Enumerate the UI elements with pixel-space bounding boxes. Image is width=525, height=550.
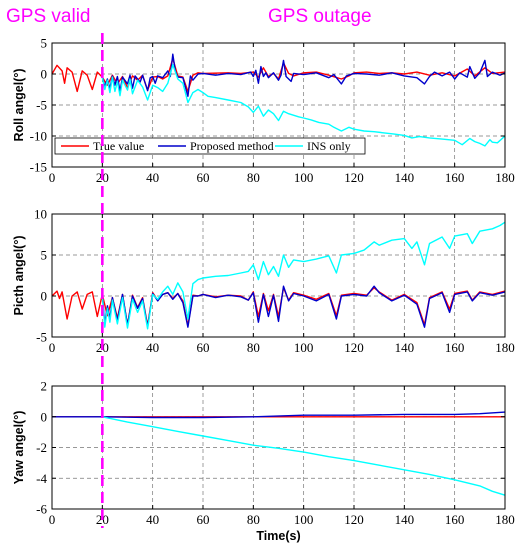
series-ins-only	[101, 64, 506, 147]
legend-label: INS only	[307, 139, 351, 153]
x-tick-label: 160	[445, 512, 465, 527]
x-tick-label: 180	[495, 170, 515, 185]
y-axis-label: Picth angel(°)	[12, 235, 26, 315]
x-tick-label: 40	[146, 512, 159, 527]
x-tick-label: 140	[395, 170, 415, 185]
x-tick-label: 0	[49, 340, 56, 355]
x-tick-label: 80	[247, 170, 260, 185]
x-tick-label: 160	[445, 340, 465, 355]
y-tick-label: -4	[36, 471, 47, 486]
x-tick-label: 80	[247, 512, 260, 527]
x-tick-label: 100	[294, 170, 314, 185]
y-tick-label: 0	[41, 67, 48, 82]
series-ins-only	[101, 221, 506, 330]
y-tick-label: -5	[36, 98, 47, 113]
x-tick-label: 180	[495, 340, 515, 355]
y-tick-label: 0	[41, 289, 48, 304]
x-tick-label: 100	[294, 340, 314, 355]
legend-label: True value	[93, 139, 144, 153]
series-proposed-method	[101, 53, 506, 97]
x-tick-label: 0	[49, 512, 56, 527]
x-tick-label: 120	[344, 170, 364, 185]
gps-outage-annotation: GPS outage	[268, 6, 372, 27]
y-tick-label: 5	[41, 248, 48, 263]
x-tick-label: 60	[197, 512, 210, 527]
x-tick-label: 140	[395, 512, 415, 527]
gps-valid-annotation: GPS valid	[6, 6, 91, 27]
y-tick-label: 0	[41, 409, 48, 424]
x-tick-label: 40	[146, 340, 159, 355]
x-tick-label: 120	[344, 340, 364, 355]
x-tick-label: 180	[495, 512, 515, 527]
x-tick-label: 60	[197, 170, 210, 185]
y-axis-label: Roll angel(°)	[12, 68, 26, 141]
x-tick-label: 40	[146, 170, 159, 185]
y-tick-label: -15	[30, 160, 47, 175]
legend-label: Proposed method	[190, 139, 274, 153]
x-tick-label: 80	[247, 340, 260, 355]
x-tick-label: 100	[294, 512, 314, 527]
y-tick-label: -10	[30, 129, 47, 144]
x-tick-label: 160	[445, 170, 465, 185]
legend: True value Proposed method INS only	[54, 137, 366, 155]
x-axis-label: Time(s)	[256, 529, 300, 543]
y-tick-label: -5	[36, 330, 47, 345]
legend-box	[54, 137, 366, 155]
series-proposed-method	[52, 411, 506, 419]
x-tick-label: 140	[395, 340, 415, 355]
series-ins-only	[102, 416, 506, 496]
series-true-value	[51, 57, 506, 93]
y-tick-label: -6	[36, 502, 47, 517]
y-tick-label: 2	[41, 379, 48, 394]
x-tick-label: 0	[49, 170, 56, 185]
x-tick-label: 60	[197, 340, 210, 355]
y-tick-label: 10	[34, 207, 47, 222]
x-tick-label: 120	[344, 512, 364, 527]
series-proposed-method	[101, 285, 506, 328]
y-axis-label: Yaw angel(°)	[12, 411, 26, 485]
y-tick-label: 5	[41, 36, 48, 51]
axes-box	[51, 213, 506, 338]
y-tick-label: -2	[36, 440, 47, 455]
